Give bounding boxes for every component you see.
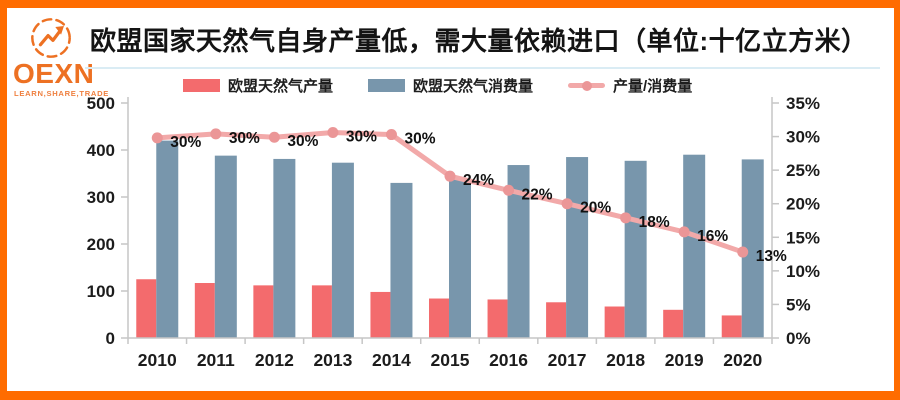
- bar-consumption-2020: [741, 159, 764, 338]
- ratio-marker-2015: [444, 170, 456, 182]
- left-axis-tick-label: 400: [87, 141, 115, 160]
- bar-consumption-2015: [449, 179, 471, 338]
- ratio-marker-2012: [268, 131, 280, 143]
- ratio-label-2018: 18%: [639, 214, 670, 231]
- ratio-marker-2013: [327, 127, 339, 139]
- ratio-marker-2018: [620, 212, 632, 224]
- ratio-label-2015: 24%: [463, 172, 494, 189]
- legend-label-ratio: 产量/消费量: [613, 78, 693, 95]
- x-axis-label-2010: 2010: [138, 350, 177, 370]
- bar-production-2010: [136, 279, 157, 338]
- x-axis-label-2015: 2015: [431, 350, 470, 370]
- x-axis-label-2011: 2011: [197, 350, 235, 370]
- left-axis-tick-label: 500: [87, 94, 115, 113]
- bar-consumption-2011: [214, 155, 237, 338]
- left-axis-tick-label: 0: [106, 329, 115, 348]
- bar-consumption-2018: [624, 160, 647, 338]
- right-axis-tick-label: 0%: [786, 329, 811, 348]
- right-axis-tick-label: 5%: [786, 295, 811, 314]
- ratio-label-2016: 22%: [522, 186, 553, 203]
- legend-item-consumption: 欧盟天然气消费量: [368, 75, 533, 96]
- bar-production-2014: [370, 291, 391, 338]
- bar-production-2013: [311, 285, 332, 338]
- legend-label-consumption: 欧盟天然气消费量: [413, 78, 534, 95]
- left-axis-tick-label: 100: [87, 282, 115, 301]
- left-axis-tick-label: 200: [87, 235, 115, 254]
- x-axis-label-2019: 2019: [665, 350, 704, 370]
- ratio-marker-swatch: [582, 80, 593, 91]
- bar-production-2019: [663, 309, 684, 338]
- bar-consumption-2019: [683, 154, 706, 338]
- left-axis-tick-label: 300: [87, 188, 115, 207]
- bar-consumption-2013: [331, 162, 354, 338]
- bar-production-2011: [194, 283, 215, 338]
- x-axis-label-2013: 2013: [313, 350, 352, 370]
- x-axis-label-2018: 2018: [606, 350, 645, 370]
- right-axis-tick-label: 30%: [786, 128, 820, 147]
- ratio-marker-2014: [385, 129, 397, 141]
- x-axis-label-2012: 2012: [255, 350, 294, 370]
- page-title: 欧盟国家天然气自身产量低，需大量依赖进口（单位:十亿立方米）: [90, 26, 868, 56]
- ratio-label-2019: 16%: [697, 228, 728, 245]
- bar-production-2018: [604, 306, 625, 338]
- ratio-marker-2011: [210, 128, 222, 140]
- ratio-marker-2017: [561, 198, 573, 210]
- x-axis-label-2020: 2020: [723, 350, 762, 370]
- bar-consumption-2010: [156, 140, 179, 338]
- bar-production-2015: [429, 298, 449, 338]
- ratio-label-2012: 30%: [287, 133, 318, 150]
- ratio-marker-2020: [737, 246, 749, 258]
- legend-item-ratio: 产量/消费量: [568, 75, 692, 96]
- ratio-label-2020: 13%: [756, 248, 787, 265]
- x-axis-label-2017: 2017: [548, 350, 587, 370]
- brand-name: OEXN: [13, 58, 95, 89]
- ratio-label-2014: 30%: [404, 131, 435, 148]
- x-axis-label-2014: 2014: [372, 350, 411, 370]
- legend: 欧盟天然气产量 欧盟天然气消费量 产量/消费量: [183, 75, 692, 96]
- trend-arrow-icon: [31, 18, 71, 58]
- bar-production-2012: [253, 285, 274, 338]
- bar-consumption-2012: [273, 158, 296, 338]
- right-axis-tick-label: 25%: [786, 161, 820, 180]
- bar-production-2017: [546, 302, 567, 338]
- consumption-swatch: [368, 79, 406, 92]
- right-axis-tick-label: 15%: [786, 228, 820, 247]
- title-divider: [85, 67, 880, 69]
- legend-label-production: 欧盟天然气产量: [228, 78, 334, 95]
- ratio-label-2017: 20%: [580, 200, 611, 217]
- legend-item-production: 欧盟天然气产量: [183, 75, 333, 96]
- ratio-marker-2019: [678, 226, 690, 238]
- ratio-marker-2010: [151, 132, 163, 144]
- ratio-marker-2016: [503, 184, 515, 196]
- bar-production-2016: [487, 299, 508, 338]
- ratio-label-2011: 30%: [229, 130, 260, 147]
- bar-production-2020: [721, 315, 742, 338]
- bar-consumption-2017: [566, 157, 589, 338]
- right-axis-tick-label: 20%: [786, 195, 820, 214]
- brand-tagline: LEARN,SHARE,TRADE: [14, 89, 110, 98]
- production-swatch: [183, 79, 220, 92]
- ratio-label-2013: 30%: [346, 129, 377, 146]
- right-axis-tick-label: 35%: [786, 94, 820, 113]
- ratio-line-swatch: [568, 80, 606, 91]
- bar-consumption-2014: [390, 182, 413, 338]
- x-axis-label-2016: 2016: [489, 350, 528, 370]
- ratio-label-2010: 30%: [170, 134, 201, 151]
- bar-consumption-2016: [507, 165, 530, 338]
- right-axis-tick-label: 10%: [786, 262, 820, 281]
